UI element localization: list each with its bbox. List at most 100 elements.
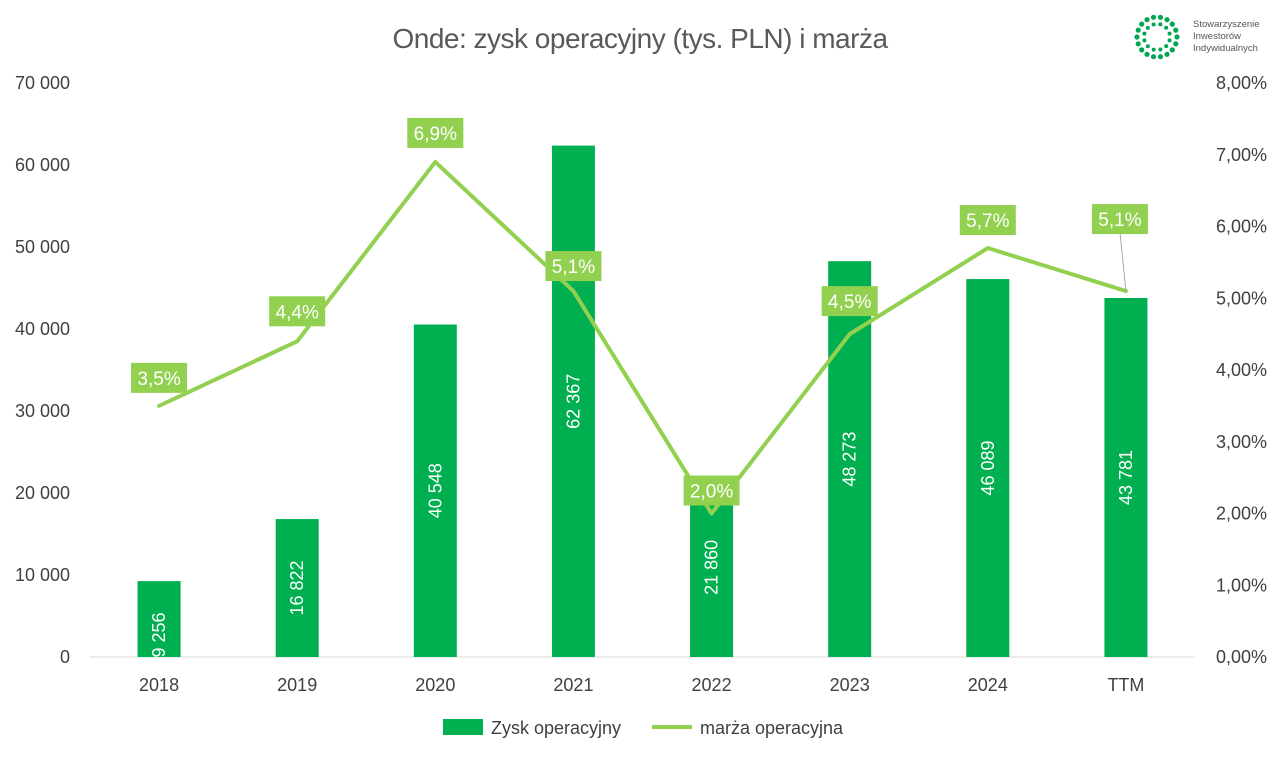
legend-swatch-bar bbox=[443, 719, 483, 735]
bar-data-label: 43 781 bbox=[1116, 450, 1136, 505]
logo-dot bbox=[1157, 14, 1164, 20]
logo-dot bbox=[1144, 17, 1150, 23]
logo-dot bbox=[1173, 27, 1179, 33]
margin-label-box bbox=[1091, 204, 1148, 235]
bar bbox=[275, 519, 319, 657]
line-labels: 3,5% 4,4% 6,9% 5,1% 2,0% 4,5% 5,7% 5,1% bbox=[131, 117, 1148, 506]
margin-data-label: 4,5% bbox=[828, 292, 871, 313]
bar-data-label: 16 822 bbox=[287, 560, 307, 615]
y-right-tick-label: 5,00% bbox=[1216, 288, 1267, 308]
margin-data-label: 5,7% bbox=[966, 211, 1009, 232]
margin-data-label: 5,1% bbox=[1098, 210, 1141, 231]
logo-dot bbox=[1134, 34, 1140, 40]
logo-dot bbox=[1151, 47, 1156, 52]
logo-dot bbox=[1139, 21, 1145, 27]
bar bbox=[1104, 297, 1148, 657]
y-left-tick-label: 40 000 bbox=[15, 319, 70, 339]
y-right-tick-label: 7,00% bbox=[1216, 145, 1267, 165]
leader-line bbox=[1119, 232, 1127, 292]
bar-data-label: 46 089 bbox=[978, 441, 998, 496]
logo-dot bbox=[1173, 41, 1179, 47]
logo-dot bbox=[1167, 38, 1172, 43]
logo-ring-icon bbox=[1134, 14, 1180, 60]
bar-data-label: 48 273 bbox=[840, 432, 860, 487]
bar-series: 9 256 16 822 40 548 62 367 21 860 48 273 46 08… bbox=[137, 145, 1148, 658]
x-tick-label: 2018 bbox=[139, 675, 179, 695]
x-tick-label: TTM bbox=[1107, 675, 1144, 695]
margin-data-label: 3,5% bbox=[137, 369, 180, 390]
margin-data-label: 4,4% bbox=[276, 302, 319, 323]
logo-dot bbox=[1142, 38, 1147, 43]
margin-data-label: 6,9% bbox=[414, 124, 457, 145]
logo-dot bbox=[1150, 14, 1157, 20]
margin-data-label: 5,1% bbox=[552, 257, 595, 278]
logo-dot bbox=[1164, 51, 1170, 57]
margin-data-label: 2,0% bbox=[690, 482, 733, 503]
logo-dot bbox=[1145, 44, 1150, 49]
margin-label-box bbox=[821, 286, 878, 317]
margin-label-box bbox=[959, 205, 1016, 236]
bar-data-label: 40 548 bbox=[425, 463, 445, 518]
logo-line-2: Inwestorów bbox=[1193, 31, 1241, 42]
chart-title: Onde: zysk operacyjny (tys. PLN) i marża bbox=[392, 23, 888, 54]
margin-label-box bbox=[269, 296, 326, 327]
bar bbox=[551, 145, 595, 657]
bar-data-label: 62 367 bbox=[563, 374, 583, 429]
y-right-tick-label: 4,00% bbox=[1216, 360, 1267, 380]
legend: Zysk operacyjny marża operacyjna bbox=[443, 718, 844, 738]
x-tick-label: 2023 bbox=[830, 675, 870, 695]
y-right-tick-label: 2,00% bbox=[1216, 504, 1267, 524]
logo-dot bbox=[1151, 22, 1156, 27]
y-left-tick-label: 30 000 bbox=[15, 401, 70, 421]
y-right-tick-label: 0,00% bbox=[1216, 647, 1267, 667]
y-left-tick-label: 10 000 bbox=[15, 565, 70, 585]
margin-label-box bbox=[131, 362, 188, 393]
logo-dot bbox=[1164, 44, 1169, 49]
y-left-tick-label: 0 bbox=[60, 647, 70, 667]
margin-label-box bbox=[683, 475, 740, 506]
logo-dot bbox=[1169, 21, 1175, 27]
margin-label-box bbox=[545, 251, 602, 282]
logo: Stowarzyszenie Inwestorów Indywidualnych bbox=[1134, 14, 1260, 60]
x-tick-label: 2021 bbox=[553, 675, 593, 695]
logo-dot bbox=[1174, 34, 1180, 40]
logo-dot bbox=[1167, 31, 1172, 36]
bar bbox=[690, 477, 734, 657]
bar-data-label: 21 860 bbox=[702, 540, 722, 595]
y-right-tick-label: 1,00% bbox=[1216, 575, 1267, 595]
x-tick-label: 2019 bbox=[277, 675, 317, 695]
logo-line-3: Indywidualnych bbox=[1193, 43, 1258, 54]
bar bbox=[137, 581, 181, 657]
y-left-tick-label: 20 000 bbox=[15, 483, 70, 503]
logo-dot bbox=[1169, 47, 1175, 53]
y-right-tick-label: 8,00% bbox=[1216, 73, 1267, 93]
logo-dot bbox=[1164, 25, 1169, 30]
logo-dot bbox=[1142, 31, 1147, 36]
x-tick-label: 2022 bbox=[692, 675, 732, 695]
legend-label-bar: Zysk operacyjny bbox=[491, 718, 621, 738]
logo-dot bbox=[1139, 47, 1145, 53]
logo-dot bbox=[1158, 47, 1163, 52]
legend-label-line: marża operacyjna bbox=[700, 718, 844, 738]
margin-label-box bbox=[407, 117, 464, 148]
logo-dot bbox=[1135, 41, 1141, 47]
y-right-tick-label: 3,00% bbox=[1216, 432, 1267, 452]
logo-dot bbox=[1145, 25, 1150, 30]
x-tick-label: 2024 bbox=[968, 675, 1008, 695]
logo-line-1: Stowarzyszenie bbox=[1193, 19, 1260, 30]
y-left-tick-label: 70 000 bbox=[15, 73, 70, 93]
y-axis-right: 0,00% 1,00% 2,00% 3,00% 4,00% 5,00% 6,00% 7,00%… bbox=[1216, 73, 1267, 667]
bar-data-label: 9 256 bbox=[149, 612, 169, 657]
x-tick-label: 2020 bbox=[415, 675, 455, 695]
x-axis: 2018 2019 2020 2021 2022 2023 2024 TTM bbox=[139, 675, 1144, 695]
logo-dot bbox=[1150, 54, 1157, 60]
y-right-tick-label: 6,00% bbox=[1216, 217, 1267, 237]
y-left-tick-label: 60 000 bbox=[15, 155, 70, 175]
logo-dot bbox=[1144, 51, 1150, 57]
bar bbox=[413, 324, 457, 657]
logo-dot bbox=[1157, 54, 1164, 60]
y-axis-left: 0 10 000 20 000 30 000 40 000 50 000 60 000 70 … bbox=[15, 73, 70, 667]
logo-dot bbox=[1135, 27, 1141, 33]
logo-dot bbox=[1158, 22, 1163, 27]
